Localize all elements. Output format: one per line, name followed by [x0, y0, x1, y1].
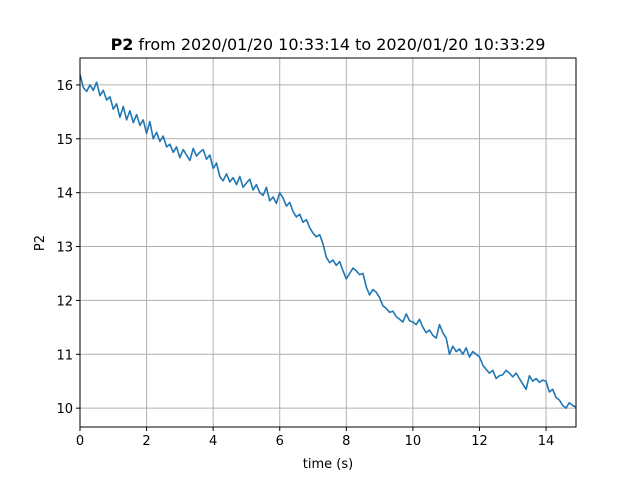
series-line	[79, 74, 577, 409]
x-tick-label: 4	[209, 434, 217, 449]
y-tick-label: 10	[56, 402, 73, 417]
chart-title-bold: P2	[111, 35, 134, 54]
y-tick-label: 13	[56, 241, 73, 256]
y-tick-label: 16	[56, 79, 73, 94]
y-tick-label: 12	[56, 294, 73, 309]
plot-frame	[79, 57, 577, 428]
x-tick-label: 8	[342, 434, 350, 449]
chart-title-rest: from 2020/01/20 10:33:14 to 2020/01/20 1…	[133, 35, 545, 54]
x-tick-label: 6	[276, 434, 284, 449]
x-tick-label: 2	[142, 434, 150, 449]
y-tick-label: 15	[56, 133, 73, 148]
x-tick-label: 10	[405, 434, 422, 449]
grid-lines	[79, 58, 576, 427]
y-axis-ticks: 10 11 12 13 14 15 16	[56, 79, 80, 417]
x-axis-ticks: 0 2 4 6 8 10 12 14	[76, 427, 554, 449]
series-group	[79, 74, 577, 409]
y-tick-label: 14	[56, 187, 73, 202]
x-tick-label: 0	[76, 434, 84, 449]
chart-title: P2 from 2020/01/20 10:33:14 to 2020/01/2…	[111, 35, 546, 54]
x-axis-label: time (s)	[303, 457, 353, 472]
x-tick-label: 14	[538, 434, 555, 449]
y-axis-label: P2	[33, 235, 48, 251]
x-tick-label: 12	[471, 434, 488, 449]
y-tick-label: 11	[56, 348, 73, 363]
